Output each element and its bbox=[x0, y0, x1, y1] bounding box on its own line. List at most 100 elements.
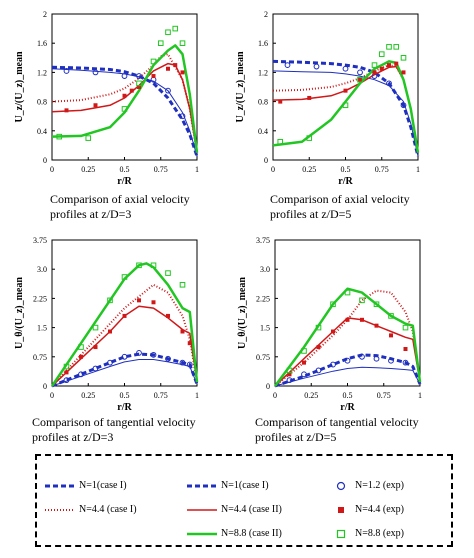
data-point bbox=[93, 103, 98, 108]
data-point bbox=[173, 63, 178, 68]
series-line bbox=[274, 317, 421, 387]
legend-item-n1-case1-a: N=1(case I) bbox=[45, 480, 127, 491]
y-tick-label: 3.0 bbox=[37, 265, 47, 274]
x-tick-label: 1 bbox=[416, 165, 420, 174]
x-axis-label: r/R bbox=[338, 176, 353, 187]
data-point bbox=[343, 88, 348, 93]
x-tick-label: 0.5 bbox=[120, 165, 130, 174]
data-point bbox=[316, 345, 321, 350]
blue-dashed-line-icon bbox=[45, 484, 75, 487]
data-point bbox=[360, 317, 364, 322]
legend: N=1(case I) N=1(case I) N=1.2 (exp) N=4.… bbox=[35, 454, 453, 547]
data-point bbox=[393, 44, 400, 50]
data-point bbox=[136, 262, 142, 269]
series-line bbox=[51, 359, 198, 387]
series-line bbox=[51, 62, 198, 153]
x-tick-label: 0 bbox=[271, 165, 275, 174]
series-line bbox=[272, 70, 419, 157]
data-point bbox=[187, 341, 192, 346]
blue-dashed-line-icon bbox=[187, 484, 217, 487]
data-point bbox=[64, 370, 69, 375]
legend-label: N=4.4 (exp) bbox=[355, 504, 404, 515]
series-line bbox=[51, 44, 199, 153]
data-point bbox=[286, 377, 293, 384]
y-tick-label: 0.8 bbox=[258, 98, 268, 107]
data-point bbox=[287, 372, 292, 377]
data-point bbox=[315, 324, 322, 331]
legend-label: N=1.2 (exp) bbox=[355, 480, 404, 491]
data-point bbox=[345, 317, 350, 322]
x-tick-label: 1 bbox=[195, 165, 199, 174]
red-dotted-line-icon bbox=[45, 508, 75, 511]
data-point bbox=[136, 73, 142, 79]
data-point bbox=[64, 108, 69, 113]
data-point bbox=[79, 354, 83, 359]
data-point bbox=[371, 62, 378, 68]
caption-tangential-z5: Comparison of tangential velocity profil… bbox=[255, 415, 419, 444]
series-line bbox=[273, 287, 422, 387]
y-tick-label: 2 bbox=[264, 10, 268, 19]
y-tick-label: 0.75 bbox=[33, 353, 47, 362]
legend-item-n44-case1: N=4.4 (case I) bbox=[45, 504, 137, 515]
data-point bbox=[301, 371, 307, 378]
green-solid-line-icon bbox=[187, 532, 217, 535]
data-point bbox=[151, 74, 156, 79]
data-point bbox=[93, 345, 98, 350]
series-line bbox=[272, 64, 419, 153]
data-point bbox=[301, 348, 307, 354]
green-square-marker-icon bbox=[336, 529, 346, 538]
y-tick-label: 1.2 bbox=[258, 68, 268, 77]
legend-item-n44-exp: N=4.4 (exp) bbox=[331, 504, 404, 515]
caption-axial-z5: Comparison of axial velocity profiles at… bbox=[270, 192, 410, 221]
x-tick-label: 1 bbox=[418, 391, 422, 400]
data-point bbox=[129, 88, 134, 93]
data-point bbox=[179, 359, 186, 366]
data-point bbox=[151, 300, 156, 305]
red-square-marker-icon bbox=[338, 506, 344, 513]
data-point bbox=[386, 44, 392, 50]
data-point bbox=[165, 87, 171, 94]
data-point bbox=[342, 102, 349, 109]
y-tick-label: 1.5 bbox=[37, 324, 47, 333]
legend-item-n12-exp: N=1.2 (exp) bbox=[331, 480, 404, 491]
y-tick-label: 0.4 bbox=[37, 127, 47, 136]
data-point bbox=[137, 298, 141, 303]
data-point bbox=[56, 133, 63, 140]
y-tick-label: 0.4 bbox=[258, 127, 268, 136]
data-point bbox=[122, 93, 127, 98]
caption-tangential-z3: Comparison of tangential velocity profil… bbox=[32, 415, 196, 444]
data-point bbox=[379, 66, 384, 71]
data-point bbox=[172, 25, 179, 32]
data-point bbox=[359, 297, 365, 304]
y-tick-label: 3.75 bbox=[33, 236, 47, 245]
series-line bbox=[272, 60, 420, 153]
data-point bbox=[302, 360, 306, 365]
x-tick-label: 0.5 bbox=[343, 391, 353, 400]
data-point bbox=[180, 70, 185, 75]
legend-label: N=8.8 (case II) bbox=[221, 528, 282, 539]
data-point bbox=[386, 80, 392, 87]
caption-axial-z3: Comparison of axial velocity profiles at… bbox=[50, 192, 190, 221]
data-point bbox=[150, 351, 157, 358]
data-point bbox=[107, 359, 113, 366]
data-point bbox=[278, 99, 283, 104]
data-point bbox=[122, 313, 127, 318]
data-point bbox=[137, 85, 141, 89]
data-point bbox=[358, 77, 362, 82]
legend-label: N=4.4 (case II) bbox=[221, 504, 282, 515]
series-line bbox=[51, 65, 199, 157]
x-axis-label: r/R bbox=[340, 402, 355, 413]
series-line bbox=[51, 283, 198, 387]
data-point bbox=[108, 329, 112, 334]
y-tick-label: 1.6 bbox=[258, 39, 268, 48]
series-line bbox=[272, 59, 420, 157]
data-point bbox=[136, 80, 142, 87]
series-line bbox=[50, 262, 199, 387]
data-point bbox=[344, 289, 351, 296]
y-tick-label: 2.25 bbox=[256, 294, 270, 303]
data-point bbox=[372, 70, 377, 75]
x-tick-label: 0.75 bbox=[375, 165, 389, 174]
data-point bbox=[402, 359, 409, 366]
data-point bbox=[378, 51, 385, 57]
